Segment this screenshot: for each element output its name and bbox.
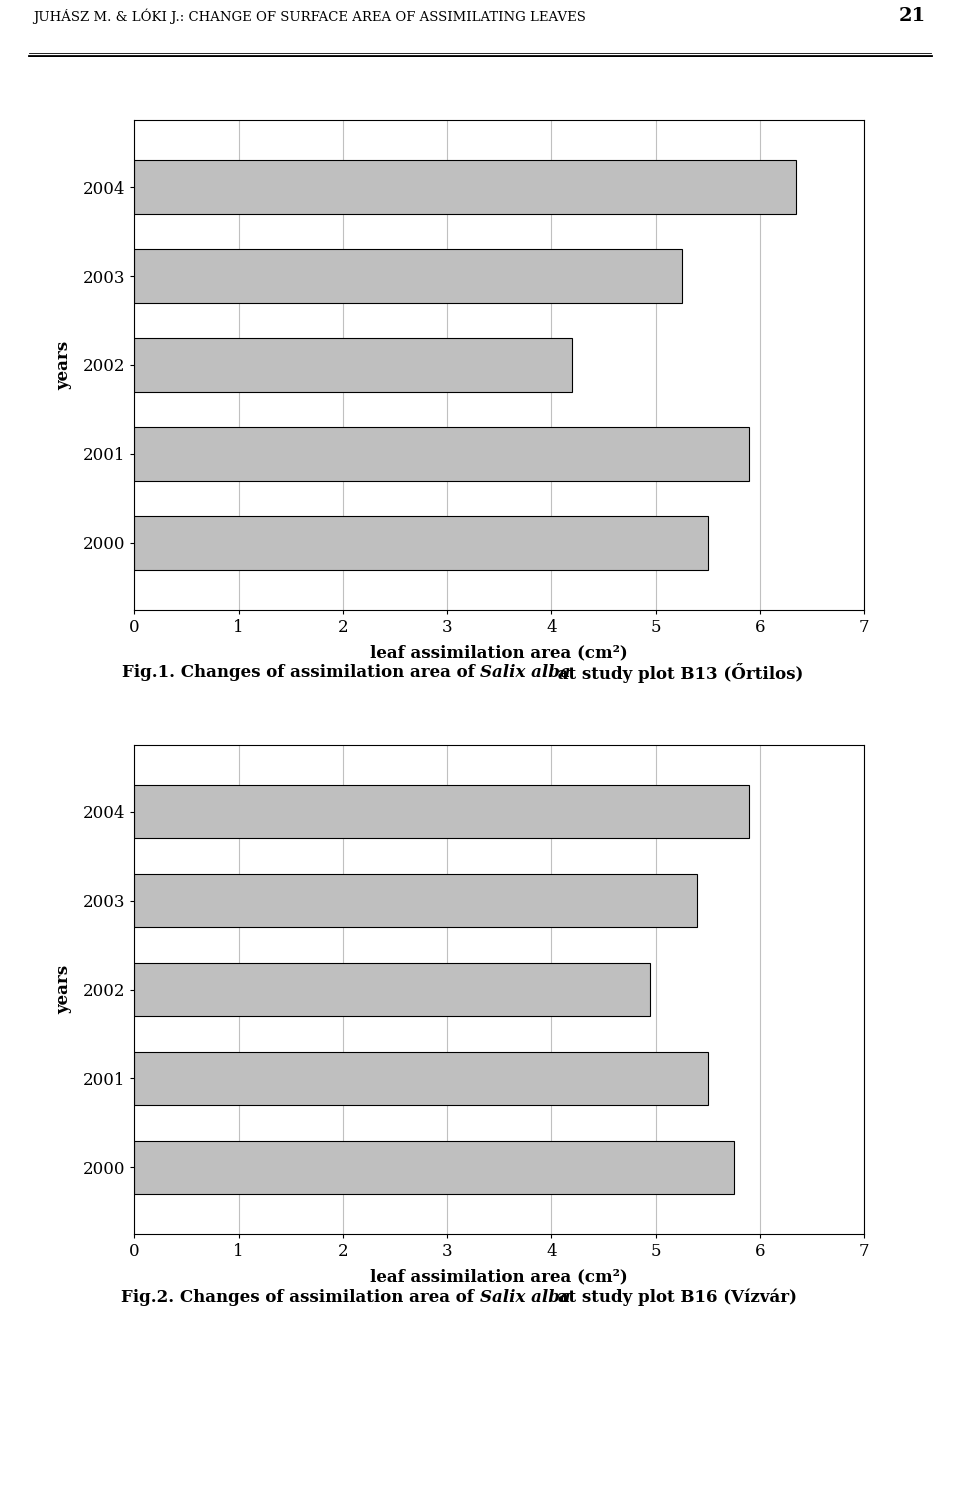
X-axis label: leaf assimilation area (cm²): leaf assimilation area (cm²)	[371, 1269, 628, 1285]
Bar	[134, 161, 796, 214]
X-axis label: leaf assimilation area (cm²): leaf assimilation area (cm²)	[371, 644, 628, 661]
Text: Fig.2. Changes of assimilation area of: Fig.2. Changes of assimilation area of	[121, 1288, 480, 1306]
Text: Salix alba: Salix alba	[480, 664, 570, 682]
Text: at study plot B13 (Őrtilos): at study plot B13 (Őrtilos)	[552, 662, 804, 683]
Bar	[134, 427, 750, 480]
Bar	[134, 250, 682, 303]
Text: Fig.1. Changes of assimilation area of: Fig.1. Changes of assimilation area of	[122, 664, 480, 682]
Bar	[134, 874, 697, 927]
Bar	[134, 786, 750, 838]
Text: 21: 21	[900, 8, 926, 26]
Bar	[134, 339, 572, 391]
Text: JUHÁSZ M. & LÓKI J.: CHANGE OF SURFACE AREA OF ASSIMILATING LEAVES: JUHÁSZ M. & LÓKI J.: CHANGE OF SURFACE A…	[34, 8, 587, 24]
Bar	[134, 963, 650, 1016]
Text: Salix alba: Salix alba	[480, 1288, 570, 1306]
Bar	[134, 1052, 708, 1105]
Bar	[134, 516, 708, 569]
Bar	[134, 1141, 733, 1193]
Text: at study plot B16 (Vízvár): at study plot B16 (Vízvár)	[552, 1288, 797, 1306]
Y-axis label: years: years	[55, 965, 72, 1014]
Y-axis label: years: years	[55, 340, 72, 390]
